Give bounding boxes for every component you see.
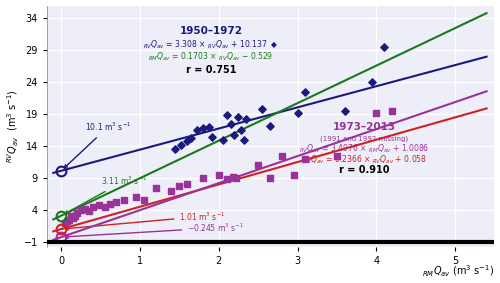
Text: 1973–2013: 1973–2013 — [333, 122, 396, 132]
Text: $_{RM}Q_{av}$ = 0.2366 × $_{RV}Q_{av}$ + 0.058: $_{RM}Q_{av}$ = 0.2366 × $_{RV}Q_{av}$ +… — [302, 153, 427, 166]
Text: (1991 and 1992 missing): (1991 and 1992 missing) — [320, 136, 408, 143]
Point — [65, 217, 73, 222]
Point — [302, 156, 310, 161]
Point — [152, 185, 160, 190]
Text: 10.1 m$^3$ s$^{-1}$: 10.1 m$^3$ s$^{-1}$ — [64, 121, 131, 168]
Point — [230, 132, 238, 137]
Point — [183, 139, 191, 143]
Point — [278, 153, 286, 158]
Point — [222, 113, 230, 118]
Point — [222, 177, 230, 182]
Point — [206, 125, 214, 129]
Y-axis label: $^{RV}Q_{av}$  (m$^3$ s$^{-1}$): $^{RV}Q_{av}$ (m$^3$ s$^{-1}$) — [6, 89, 21, 163]
Point — [266, 176, 274, 180]
Point — [254, 163, 262, 168]
Point — [100, 205, 108, 209]
Point — [187, 136, 195, 141]
Point — [368, 80, 376, 85]
Point — [372, 111, 380, 115]
Point — [176, 183, 184, 188]
Point — [183, 182, 191, 187]
Point — [234, 115, 242, 120]
Point — [77, 208, 85, 212]
Point — [132, 195, 140, 200]
Text: $_{RM}Q_{av}$ = 0.1703 × $_{RV}Q_{av}$ − 0.529: $_{RM}Q_{av}$ = 0.1703 × $_{RV}Q_{av}$ −… — [148, 51, 274, 63]
Point — [266, 123, 274, 128]
Point — [380, 45, 388, 49]
Point — [199, 176, 207, 180]
Text: r = 0.751: r = 0.751 — [186, 65, 236, 75]
Point — [106, 201, 114, 206]
Point — [64, 219, 72, 224]
Point — [290, 173, 298, 177]
Point — [232, 176, 240, 180]
Point — [302, 89, 310, 94]
Point — [341, 109, 349, 113]
Point — [73, 211, 81, 215]
Point — [140, 198, 148, 203]
Point — [112, 200, 120, 205]
Point — [172, 147, 179, 152]
Text: −0.245 m$^3$ s$^{-1}$: −0.245 m$^3$ s$^{-1}$ — [66, 222, 244, 238]
Point — [240, 138, 248, 142]
Text: $_{RM}Q_{av}$ (m$^3$ s$^{-1}$): $_{RM}Q_{av}$ (m$^3$ s$^{-1}$) — [422, 264, 494, 279]
Point — [214, 173, 222, 177]
Text: $_{RV}Q_{av}$ = 3.308 × $_{RV}Q_{av}$ + 10.137  ◆: $_{RV}Q_{av}$ = 3.308 × $_{RV}Q_{av}$ + … — [143, 38, 278, 51]
Point — [177, 143, 185, 147]
Point — [95, 203, 103, 207]
Point — [333, 153, 341, 158]
Point — [120, 198, 128, 203]
Point — [85, 209, 93, 214]
Point — [208, 134, 216, 139]
Point — [229, 175, 237, 179]
Text: 3.11 m$^3$ s$^{-1}$: 3.11 m$^3$ s$^{-1}$ — [65, 175, 147, 214]
Point — [199, 126, 207, 130]
Point — [88, 205, 96, 209]
Point — [242, 117, 250, 121]
Text: 1.01 m$^3$ s$^{-1}$: 1.01 m$^3$ s$^{-1}$ — [66, 210, 226, 230]
Point — [69, 215, 77, 220]
Point — [168, 188, 175, 193]
Point — [218, 138, 226, 142]
Point — [66, 214, 74, 219]
Point — [72, 214, 80, 219]
Point — [226, 121, 234, 126]
Point — [258, 107, 266, 111]
Text: $_{RV}Q_{av}$ = 3.4976 × $_{RM}Q_{av}$ + 1.0086: $_{RV}Q_{av}$ = 3.4976 × $_{RM}Q_{av}$ +… — [300, 142, 430, 155]
Point — [61, 220, 69, 225]
Point — [294, 111, 302, 115]
Text: 1950–1972: 1950–1972 — [180, 26, 242, 36]
Point — [192, 128, 200, 132]
Point — [81, 207, 89, 211]
Point — [388, 109, 396, 113]
Point — [237, 128, 245, 132]
Text: r = 0.910: r = 0.910 — [339, 165, 390, 175]
